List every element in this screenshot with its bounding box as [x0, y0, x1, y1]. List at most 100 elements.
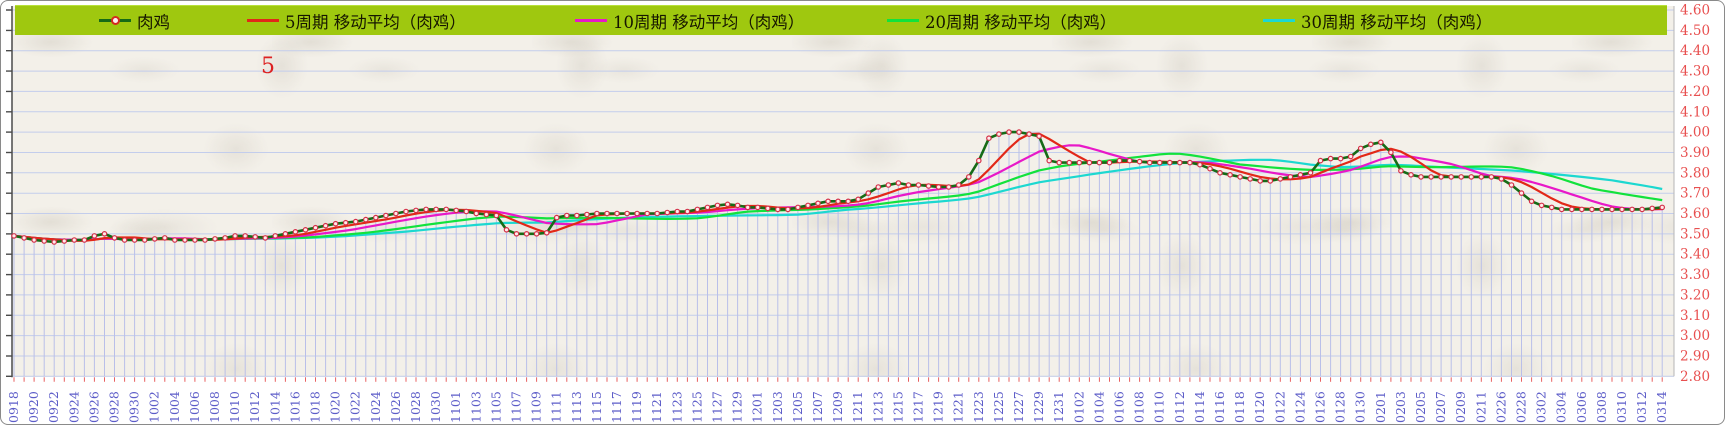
svg-text:1215: 1215 [890, 391, 905, 423]
price-markers [11, 129, 1666, 245]
svg-text:4.10: 4.10 [1680, 104, 1710, 120]
svg-text:1107: 1107 [509, 391, 524, 423]
svg-text:0209: 0209 [1453, 391, 1468, 423]
ma30-line-swatch-icon [1263, 19, 1295, 22]
svg-text:1221: 1221 [951, 391, 966, 423]
svg-text:1231: 1231 [1051, 391, 1066, 423]
svg-text:3.40: 3.40 [1680, 247, 1710, 263]
svg-text:0122: 0122 [1272, 391, 1287, 423]
svg-text:3.70: 3.70 [1680, 186, 1710, 202]
price-line-swatch-icon [99, 16, 131, 25]
svg-text:1229: 1229 [1031, 391, 1046, 423]
svg-text:1213: 1213 [870, 391, 885, 423]
svg-text:0102: 0102 [1071, 391, 1086, 423]
svg-text:1016: 1016 [287, 391, 302, 423]
svg-text:1123: 1123 [669, 391, 684, 423]
svg-text:1227: 1227 [1011, 391, 1026, 423]
price-marker-icon [111, 16, 120, 25]
svg-text:4.20: 4.20 [1680, 84, 1710, 100]
svg-text:1002: 1002 [147, 391, 162, 423]
svg-text:3.80: 3.80 [1680, 165, 1710, 181]
svg-text:4.60: 4.60 [1680, 3, 1710, 19]
svg-text:1103: 1103 [468, 391, 483, 423]
svg-text:0302: 0302 [1534, 391, 1549, 423]
svg-text:0130: 0130 [1353, 391, 1368, 423]
svg-text:1105: 1105 [488, 391, 503, 423]
x-axis-labels: 0918 0920 0922 0924 0926 0928 0930 1002 1004 1006… [6, 391, 1669, 423]
svg-text:0201: 0201 [1373, 391, 1388, 423]
svg-text:4.30: 4.30 [1680, 64, 1710, 80]
svg-text:3.10: 3.10 [1680, 308, 1710, 324]
svg-text:0922: 0922 [46, 391, 61, 423]
svg-text:1026: 1026 [388, 391, 403, 423]
ma5-line-swatch-icon [247, 19, 279, 22]
svg-text:1020: 1020 [328, 391, 343, 423]
svg-text:0205: 0205 [1413, 391, 1428, 423]
annotation-5: 5 [261, 54, 275, 79]
svg-text:0930: 0930 [127, 391, 142, 423]
svg-text:1121: 1121 [649, 391, 664, 423]
svg-text:1113: 1113 [569, 391, 584, 423]
svg-text:1207: 1207 [810, 391, 825, 423]
svg-text:0306: 0306 [1574, 391, 1589, 423]
svg-text:1201: 1201 [750, 391, 765, 423]
legend-item-ma20[interactable]: 20周期 移动平均（肉鸡） [887, 6, 1116, 35]
legend-item-ma30[interactable]: 30周期 移动平均（肉鸡） [1263, 6, 1492, 35]
svg-text:0308: 0308 [1594, 391, 1609, 423]
svg-text:1111: 1111 [549, 391, 564, 423]
svg-text:0211: 0211 [1473, 391, 1488, 423]
chart-legend: 肉鸡 5周期 移动平均（肉鸡） 10周期 移动平均（肉鸡） 20周期 移动平均（… [15, 5, 1667, 35]
svg-text:1211: 1211 [850, 391, 865, 423]
svg-text:1127: 1127 [710, 391, 725, 423]
svg-text:3.30: 3.30 [1680, 267, 1710, 283]
svg-text:0118: 0118 [1232, 391, 1247, 423]
svg-text:1203: 1203 [770, 391, 785, 423]
ma10-line [13, 144, 1663, 241]
svg-text:0120: 0120 [1252, 391, 1267, 423]
y-axis-labels: 4.60 4.50 4.40 4.30 4.20 4.10 4.00 3.90 3.80 3.70… [1680, 3, 1710, 385]
ma20-line-swatch-icon [887, 19, 919, 22]
svg-text:1030: 1030 [428, 391, 443, 423]
svg-text:1217: 1217 [911, 391, 926, 423]
svg-text:0108: 0108 [1132, 391, 1147, 423]
svg-text:0924: 0924 [66, 391, 81, 423]
h-gridlines [12, 9, 1674, 377]
svg-text:0310: 0310 [1614, 391, 1629, 423]
ma10-line-swatch-icon [575, 19, 607, 22]
legend-label: 肉鸡 [137, 12, 170, 32]
legend-label: 5周期 移动平均（肉鸡） [285, 12, 466, 32]
legend-label: 20周期 移动平均（肉鸡） [925, 12, 1117, 32]
svg-text:1008: 1008 [207, 391, 222, 423]
svg-text:0207: 0207 [1433, 391, 1448, 423]
svg-text:1129: 1129 [730, 391, 745, 423]
left-axis [6, 6, 13, 378]
svg-text:1209: 1209 [830, 391, 845, 423]
svg-text:1219: 1219 [931, 391, 946, 423]
svg-text:3.90: 3.90 [1680, 145, 1710, 161]
svg-text:0114: 0114 [1192, 391, 1207, 423]
legend-item-price[interactable]: 肉鸡 [99, 6, 170, 35]
svg-text:1109: 1109 [529, 391, 544, 423]
svg-text:0116: 0116 [1212, 391, 1227, 423]
legend-item-ma5[interactable]: 5周期 移动平均（肉鸡） [247, 6, 466, 35]
svg-text:3.60: 3.60 [1680, 206, 1710, 222]
svg-text:0918: 0918 [6, 391, 21, 423]
svg-text:1028: 1028 [408, 391, 423, 423]
svg-text:1018: 1018 [308, 391, 323, 423]
svg-text:1004: 1004 [167, 391, 182, 423]
svg-text:1125: 1125 [689, 391, 704, 423]
svg-text:2.90: 2.90 [1680, 349, 1710, 365]
svg-text:4.40: 4.40 [1680, 43, 1710, 59]
svg-text:0312: 0312 [1634, 391, 1649, 423]
svg-text:1119: 1119 [629, 391, 644, 423]
svg-text:0926: 0926 [86, 391, 101, 423]
svg-text:0226: 0226 [1493, 391, 1508, 423]
svg-text:0110: 0110 [1152, 391, 1167, 423]
svg-text:1225: 1225 [991, 391, 1006, 423]
svg-text:0128: 0128 [1333, 391, 1348, 423]
svg-text:0304: 0304 [1554, 391, 1569, 423]
svg-text:0314: 0314 [1654, 391, 1669, 423]
legend-item-ma10[interactable]: 10周期 移动平均（肉鸡） [575, 6, 804, 35]
